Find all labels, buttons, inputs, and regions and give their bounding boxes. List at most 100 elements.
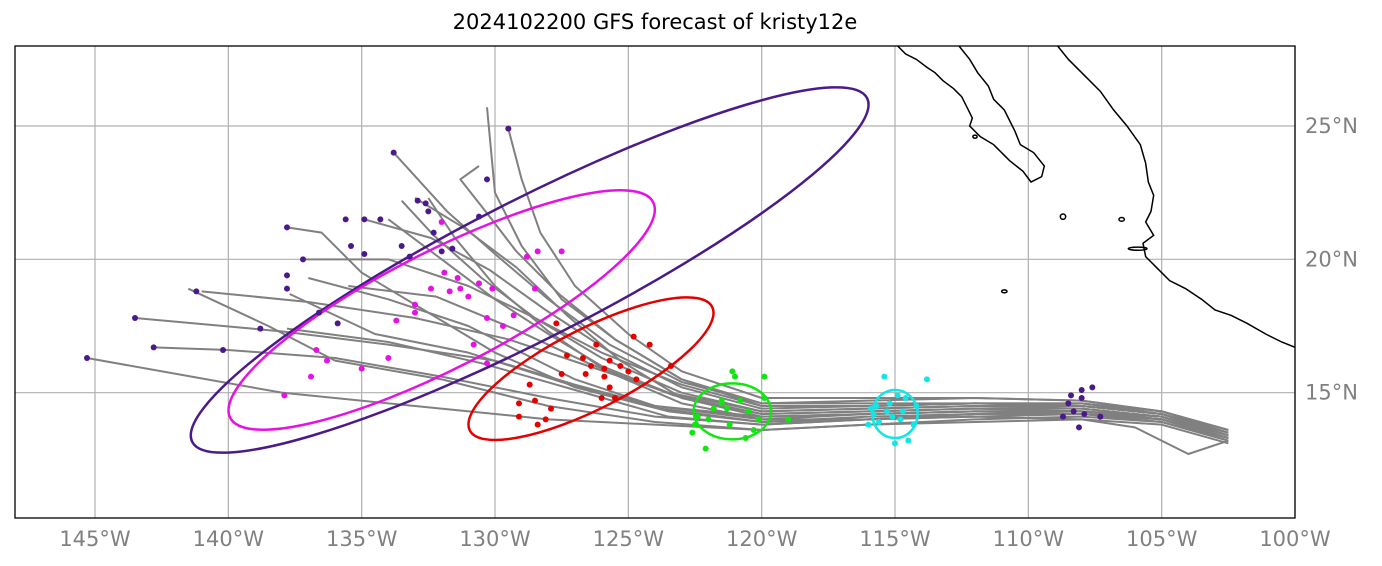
forecast-point-purple: [348, 243, 354, 249]
forecast-point-purple: [334, 320, 341, 327]
forecast-point-green: [761, 373, 768, 380]
forecast-point-purple: [484, 176, 490, 183]
forecast-point-red: [564, 352, 570, 359]
x-tick-label: 105°W: [1126, 527, 1198, 551]
forecast-point-purple: [390, 149, 397, 156]
forecast-point-purple: [1078, 387, 1085, 393]
forecast-point-magenta: [446, 288, 453, 295]
forecast-point-purple: [422, 200, 429, 207]
ensemble-track: [392, 151, 1229, 431]
x-tick-label: 110°W: [993, 527, 1065, 551]
forecast-point-green: [729, 368, 736, 375]
forecast-point-magenta: [470, 341, 477, 348]
forecast-point-purple: [449, 245, 456, 252]
forecast-point-red: [548, 405, 554, 412]
forecast-point-green: [737, 397, 744, 404]
forecast-point-magenta: [412, 301, 418, 308]
forecast-point-green: [785, 416, 792, 423]
forecast-point-cyan: [886, 400, 893, 407]
y-tick-label: 25°N: [1305, 114, 1358, 138]
x-tick-label: 135°W: [326, 527, 398, 551]
forecast-point-magenta: [484, 315, 490, 321]
map-frame: [14, 45, 1296, 519]
uncertainty-ellipses: [189, 86, 919, 454]
forecast-point-red: [617, 363, 624, 369]
forecast-point-green: [718, 400, 725, 407]
forecast-point-red: [598, 395, 605, 401]
forecast-point-purple: [316, 309, 322, 316]
forecast-point-purple: [284, 224, 290, 231]
forecast-point-green: [726, 421, 733, 428]
forecast-point-cyan: [870, 411, 877, 417]
ensemble-track: [187, 287, 1229, 445]
forecast-point-red: [516, 400, 522, 407]
forecast-point-cyan: [881, 373, 888, 380]
forecast-point-purple: [398, 243, 405, 249]
forecast-point-purple: [425, 208, 432, 215]
forecast-point-green: [694, 413, 701, 420]
x-tick-label: 145°W: [59, 527, 131, 551]
forecast-point-purple: [220, 347, 226, 353]
forecast-point-cyan: [894, 392, 901, 399]
forecast-point-magenta: [393, 317, 400, 324]
ensemble-track: [507, 128, 1229, 434]
forecast-point-green: [756, 416, 762, 423]
forecast-point-purple: [361, 216, 368, 223]
forecast-point-purple: [84, 355, 90, 361]
forecast-point-cyan: [897, 416, 904, 423]
y-tick-label: 20°N: [1305, 247, 1358, 271]
x-tick-labels: 145°W 140°W 135°W 130°W 125°W 120°W 115°W 110°W…: [59, 527, 1331, 551]
uncertainty-ellipse-purple: [189, 86, 870, 454]
forecast-point-green: [750, 427, 757, 433]
forecast-positions: [84, 125, 1104, 452]
forecast-point-red: [582, 371, 589, 377]
forecast-point-green: [745, 408, 752, 415]
forecast-point-purple: [406, 253, 413, 260]
forecast-point-purple: [1070, 408, 1077, 415]
forecast-point-cyan: [910, 421, 917, 428]
forecast-point-cyan: [913, 403, 920, 409]
forecast-point-magenta: [358, 365, 365, 372]
forecast-point-magenta: [510, 312, 517, 319]
x-tick-label: 115°W: [859, 527, 931, 551]
forecast-point-cyan: [924, 376, 930, 383]
forecast-point-magenta: [428, 285, 434, 292]
island: [1118, 216, 1126, 222]
forecast-point-magenta: [441, 269, 448, 276]
forecast-point-red: [532, 397, 538, 404]
island: [972, 134, 978, 140]
forecast-point-purple: [342, 216, 349, 223]
forecast-point-cyan: [892, 440, 898, 447]
forecast-point-purple: [377, 216, 384, 223]
forecast-point-purple: [1068, 392, 1074, 399]
forecast-point-cyan: [868, 405, 874, 412]
forecast-point-red: [553, 320, 560, 327]
coastline-baja: [897, 46, 1046, 183]
uncertainty-ellipse-green: [692, 382, 773, 441]
forecast-point-green: [705, 416, 712, 423]
ensemble-track: [289, 293, 1229, 439]
forecast-point-cyan: [884, 408, 890, 415]
forecast-point-red: [534, 421, 541, 428]
ensemble-track: [286, 327, 1229, 455]
forecast-point-purple: [132, 315, 138, 321]
forecast-point-magenta: [534, 248, 541, 255]
forecast-point-cyan: [873, 403, 880, 409]
forecast-point-purple: [1060, 413, 1066, 420]
forecast-point-purple: [476, 213, 482, 220]
forecast-point-purple: [1081, 411, 1088, 417]
forecast-point-red: [625, 368, 632, 375]
forecast-point-cyan: [865, 421, 872, 428]
forecast-point-purple: [1076, 424, 1082, 431]
forecast-point-purple: [505, 125, 512, 132]
forecast-point-magenta: [524, 253, 530, 260]
forecast-point-cyan: [900, 408, 906, 415]
forecast-point-green: [742, 435, 749, 441]
forecast-point-green: [761, 395, 768, 401]
forecast-point-red: [580, 355, 586, 361]
forecast-point-magenta: [489, 285, 496, 292]
forecast-point-purple: [361, 251, 368, 257]
forecast-point-red: [606, 384, 613, 391]
forecast-point-magenta: [308, 373, 314, 380]
forecast-point-red: [601, 365, 608, 372]
